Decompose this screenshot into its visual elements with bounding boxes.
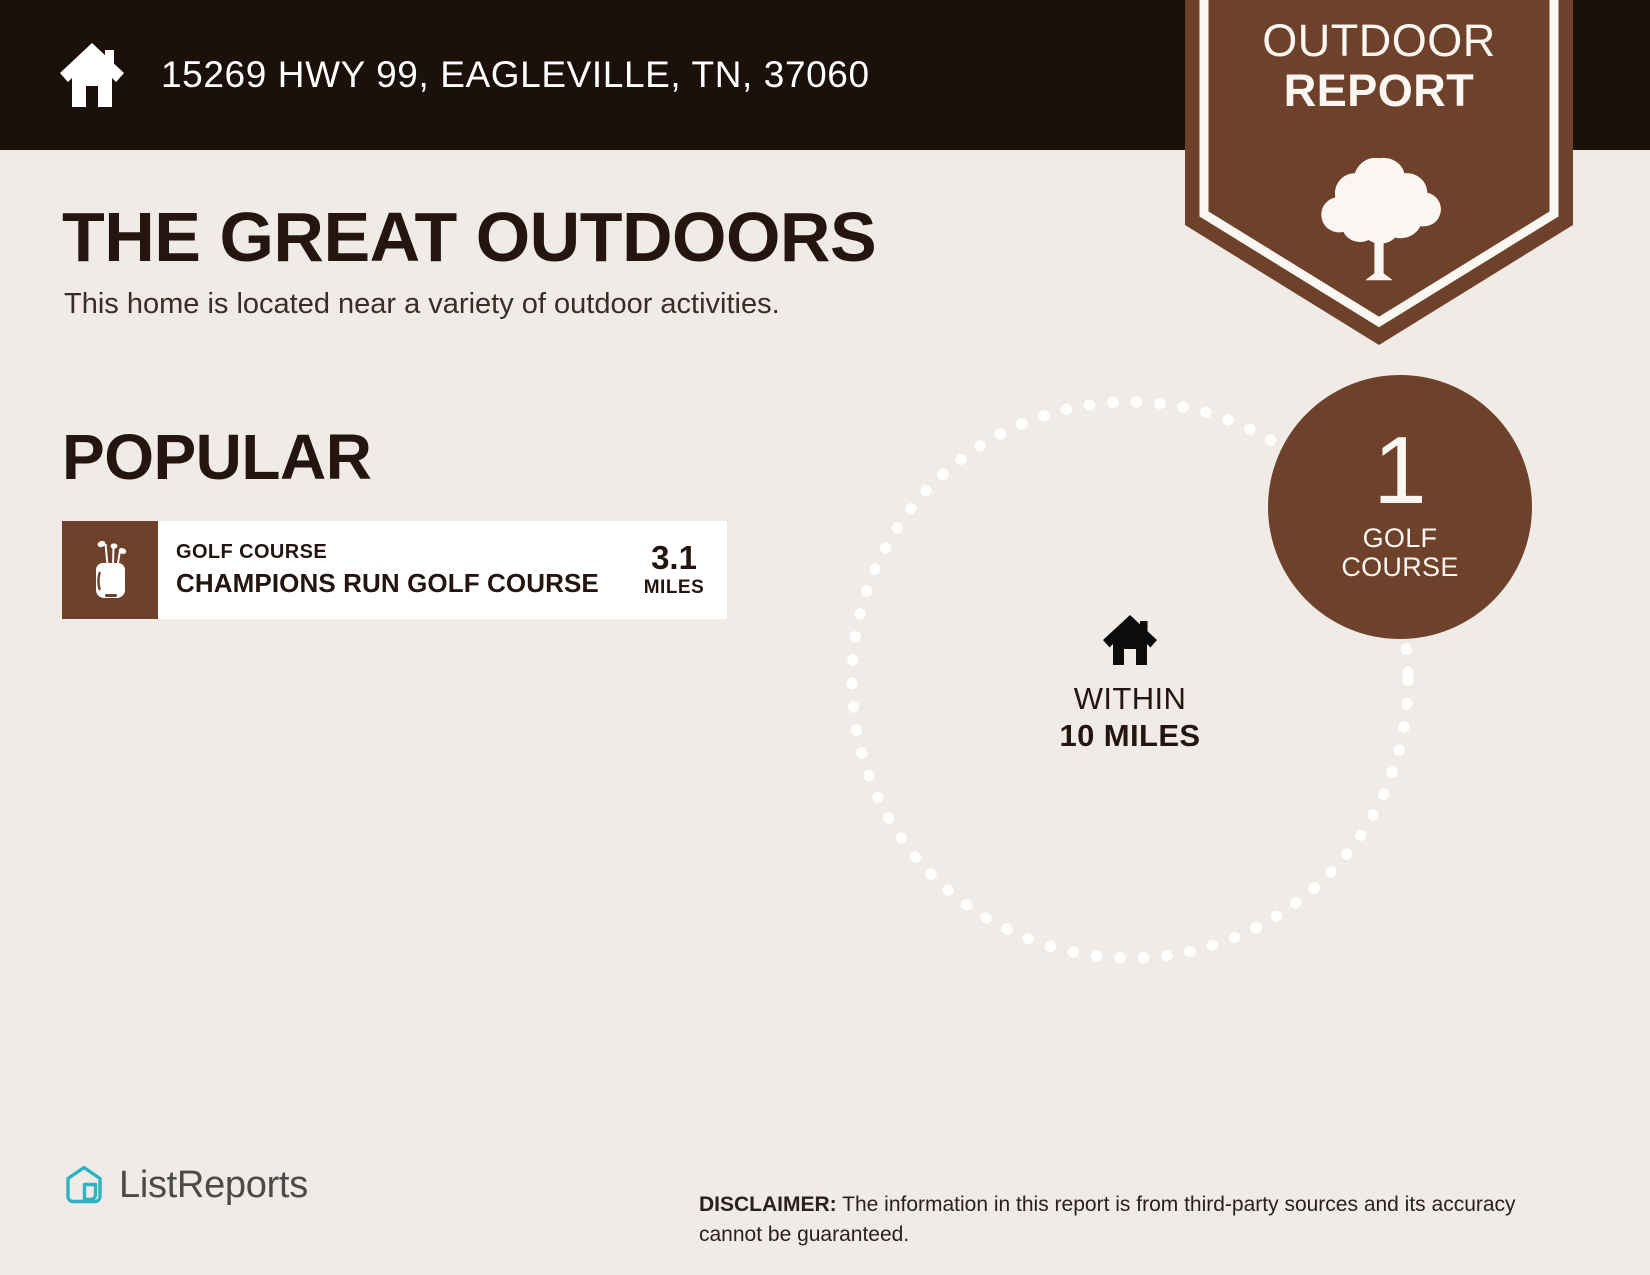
count-label: GOLF COURSE — [1341, 523, 1459, 583]
within-radius-marker: WITHIN 10 MILES — [1010, 613, 1250, 754]
disclaimer-text: The information in this report is from t… — [699, 1193, 1516, 1246]
poi-distance-unit: MILES — [643, 577, 705, 598]
outdoor-report-badge: OUTDOOR REPORT — [1185, 0, 1573, 345]
poi-distance: 3.1 MILES — [635, 521, 727, 619]
listreports-house-icon — [66, 1165, 102, 1204]
poi-name: CHAMPIONS RUN GOLF COURSE — [176, 568, 599, 599]
section-title-popular: POPULAR — [62, 421, 372, 493]
property-address: 15269 HWY 99, EAGLEVILLE, TN, 37060 — [161, 54, 870, 95]
listreports-logo[interactable]: ListReports — [62, 1163, 308, 1207]
home-icon — [60, 43, 124, 107]
home-icon — [1103, 615, 1157, 665]
status-badge-count: 1 GOLF COURSE — [1268, 375, 1532, 639]
page-title: THE GREAT OUTDOORS — [62, 198, 877, 276]
poi-icon-box — [62, 521, 158, 619]
list-item[interactable]: GOLF COURSE CHAMPIONS RUN GOLF COURSE 3.… — [62, 521, 727, 619]
disclaimer-label: DISCLAIMER: — [699, 1193, 837, 1216]
poi-category: GOLF COURSE — [176, 541, 328, 564]
page-subtitle: This home is located near a variety of o… — [64, 288, 780, 320]
within-radius-line-1: WITHIN — [1073, 681, 1187, 716]
tree-icon — [1321, 157, 1441, 281]
count-label-line-1: GOLF — [1362, 523, 1438, 554]
poi-distance-value: 3.1 — [651, 539, 697, 576]
count-value: 1 — [1373, 416, 1427, 524]
count-label-line-2: COURSE — [1341, 552, 1459, 583]
poi-text-group: GOLF COURSE CHAMPIONS RUN GOLF COURSE — [158, 521, 635, 619]
within-radius-line-2: 10 MILES — [1059, 718, 1201, 753]
listreports-logo-text: ListReports — [119, 1163, 308, 1206]
golf-bag-icon — [96, 540, 127, 598]
disclaimer: DISCLAIMER: The information in this repo… — [699, 1190, 1529, 1250]
